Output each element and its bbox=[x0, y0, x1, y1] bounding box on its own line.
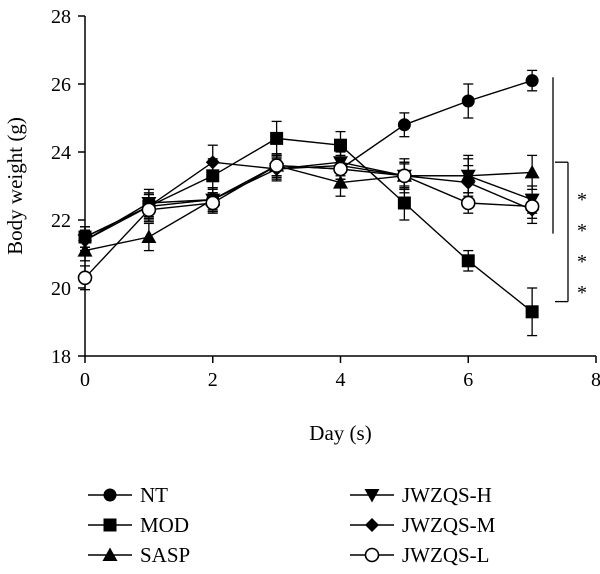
legend-label: MOD bbox=[140, 513, 189, 537]
data-point-sasp bbox=[141, 229, 157, 243]
x-axis-title: Day (s) bbox=[309, 421, 371, 445]
legend-marker-mod bbox=[103, 518, 117, 532]
legend-label: NT bbox=[140, 483, 168, 507]
data-point-jwzqs-l bbox=[269, 158, 284, 173]
series-line-jwzqs-h bbox=[84, 161, 533, 242]
data-point-jwzqs-l bbox=[524, 199, 540, 214]
x-tick-label: 4 bbox=[336, 369, 346, 391]
legend-item-jwzqs-h: JWZQS-H bbox=[350, 483, 492, 507]
data-point-nt bbox=[461, 94, 475, 108]
data-point-jwzqs-l bbox=[141, 202, 157, 218]
data-point-jwzqs-m bbox=[205, 155, 220, 170]
data-point-mod bbox=[397, 196, 411, 210]
x-tick-label: 2 bbox=[208, 369, 218, 391]
series-jwzqs-l bbox=[77, 154, 540, 291]
series-mod bbox=[78, 120, 539, 337]
legend: NT MOD SASP JWZQS-H JWZQS-M JWZQS-L bbox=[88, 483, 496, 567]
data-point-jwzqs-l bbox=[333, 161, 348, 177]
legend-label: JWZQS-H bbox=[402, 483, 492, 507]
y-tick-label: 28 bbox=[51, 6, 71, 28]
legend-item-mod: MOD bbox=[88, 513, 189, 537]
data-point-mod bbox=[461, 254, 475, 268]
series-layer bbox=[77, 69, 540, 337]
data-point-nt bbox=[397, 118, 411, 132]
y-tick-label: 18 bbox=[51, 346, 71, 368]
y-axis-title: Body weight (g) bbox=[3, 117, 27, 255]
x-tick-label: 0 bbox=[80, 369, 90, 391]
data-point-sasp bbox=[333, 175, 348, 189]
x-tick-label: 6 bbox=[463, 369, 473, 391]
data-point-sasp bbox=[524, 164, 540, 179]
series-line-jwzqs-l bbox=[84, 164, 533, 279]
y-tick-label: 22 bbox=[51, 210, 71, 232]
significance-star: * bbox=[577, 220, 587, 242]
data-point-nt bbox=[525, 74, 539, 88]
data-point-jwzqs-l bbox=[460, 195, 476, 211]
legend-marker-nt bbox=[103, 488, 117, 502]
legend-item-jwzqs-m: JWZQS-M bbox=[350, 513, 496, 537]
data-point-mod bbox=[334, 138, 347, 152]
significance-layer: * * * * bbox=[552, 77, 587, 304]
y-tick-label: 24 bbox=[51, 142, 71, 164]
data-point-jwzqs-l bbox=[397, 168, 412, 184]
legend-marker-jwzqs-h bbox=[364, 489, 380, 503]
data-point-mod bbox=[525, 305, 539, 319]
x-tick-label: 8 bbox=[591, 369, 600, 391]
data-point-jwzqs-l bbox=[205, 195, 221, 211]
series-line-mod bbox=[84, 137, 533, 313]
legend-marker-jwzqs-m bbox=[365, 518, 379, 532]
legend-item-jwzqs-l: JWZQS-L bbox=[350, 543, 490, 567]
data-point-mod bbox=[270, 131, 284, 145]
legend-label: JWZQS-M bbox=[402, 513, 496, 537]
y-tick-label: 20 bbox=[51, 278, 71, 300]
legend-marker-jwzqs-l bbox=[364, 547, 380, 563]
data-point-jwzqs-m bbox=[461, 175, 476, 190]
significance-star: * bbox=[577, 189, 587, 211]
legend-label: JWZQS-L bbox=[402, 543, 490, 567]
legend-item-nt: NT bbox=[88, 483, 168, 507]
significance-star: * bbox=[577, 282, 587, 304]
legend-label: SASP bbox=[140, 543, 190, 567]
legend-item-sasp: SASP bbox=[88, 543, 190, 567]
data-point-jwzqs-l bbox=[77, 270, 93, 286]
data-point-jwzqs-m bbox=[78, 233, 92, 248]
y-tick-label: 26 bbox=[51, 74, 71, 96]
significance-star: * bbox=[577, 251, 587, 273]
legend-marker-sasp bbox=[102, 547, 118, 561]
